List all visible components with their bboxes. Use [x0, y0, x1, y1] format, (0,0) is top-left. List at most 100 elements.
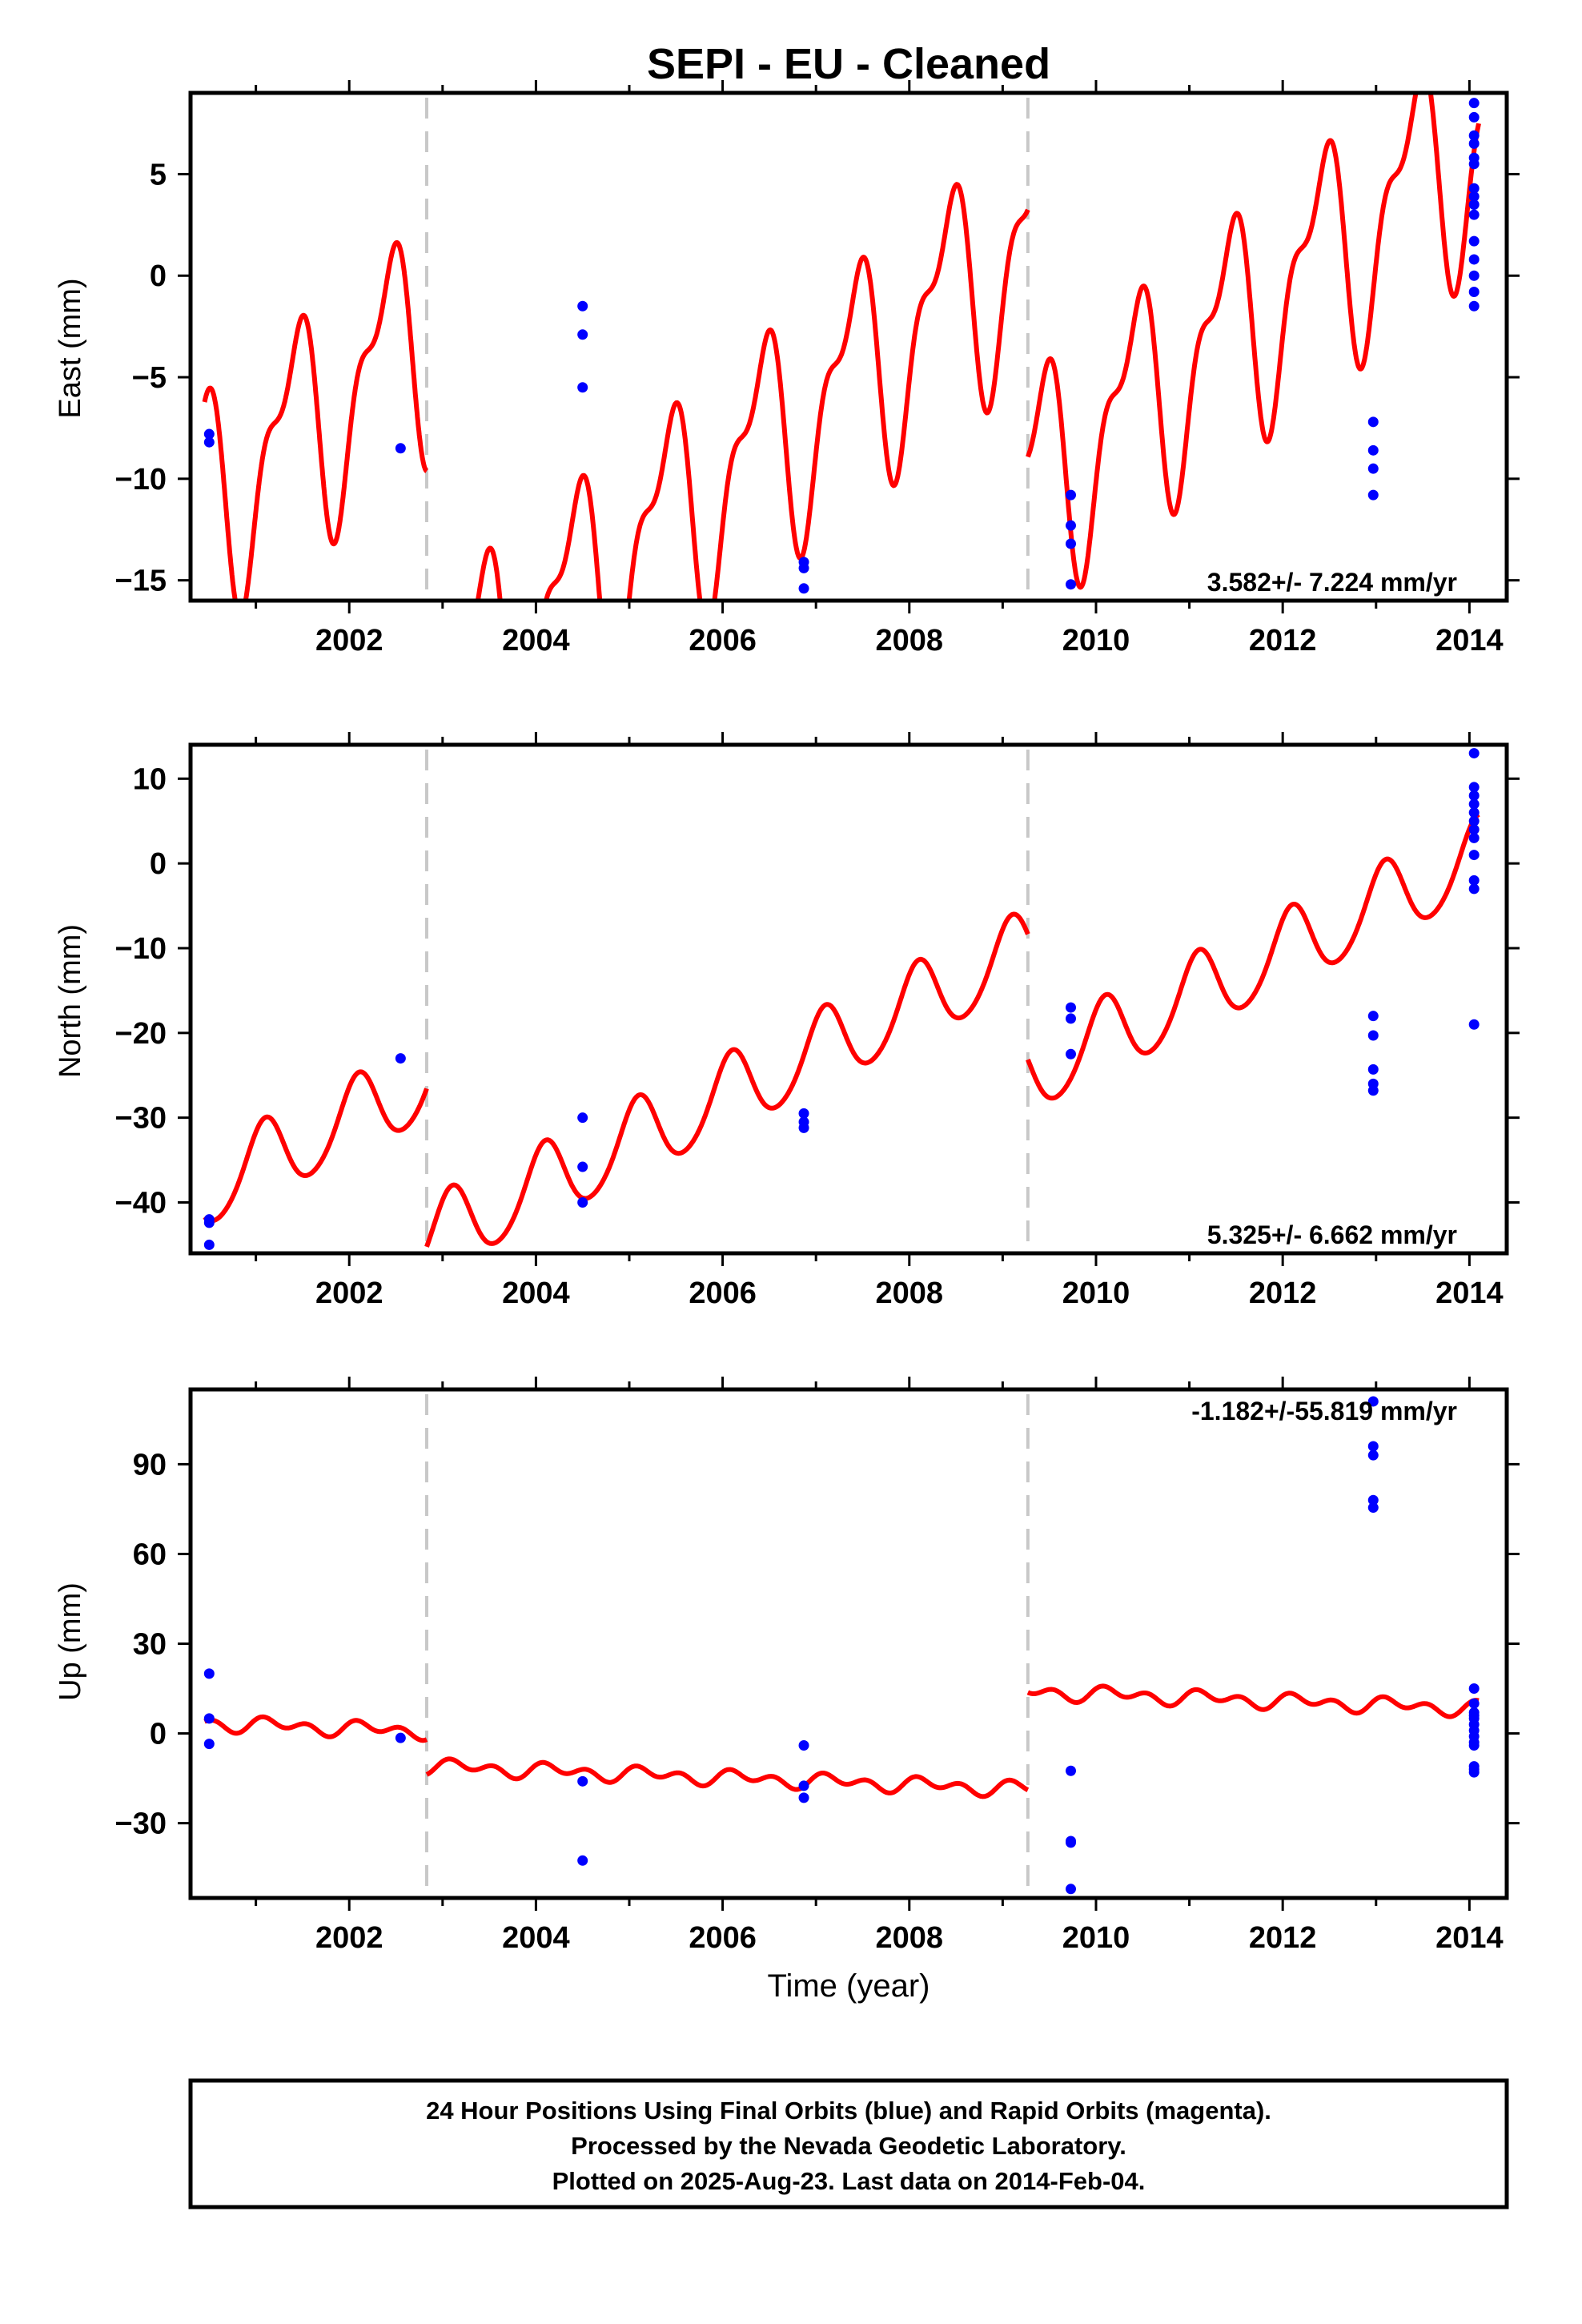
up-data-point [798, 1740, 809, 1751]
east-data-point [1468, 235, 1480, 247]
up-panel: Up (mm) 2002 2004 2006 2008 2010 2012 2014 90 60… [54, 1377, 1520, 1955]
north-y-tick-label: −30 [115, 1102, 167, 1136]
north-data-point [203, 1217, 215, 1228]
east-data-point [1367, 463, 1379, 474]
east-data-point [798, 583, 809, 594]
up-y-tick-label: 30 [133, 1628, 167, 1662]
north-rate-label: 5.325+/- 6.662 mm/yr [1207, 1220, 1457, 1249]
up-data-point [1367, 1441, 1379, 1452]
north-data-point [1468, 1019, 1480, 1030]
north-data-point [1367, 1030, 1379, 1041]
up-data-point [577, 1855, 588, 1866]
east-data-point [577, 300, 588, 312]
east-data-point [577, 329, 588, 340]
north-data-point [1468, 850, 1480, 861]
north-panel: North (mm) 2002 2004 2006 2008 2010 2012 2014 1… [54, 732, 1520, 1310]
north-data-point [1468, 748, 1480, 759]
up-data-point [203, 1739, 215, 1750]
north-x-tick-label: 2012 [1249, 1277, 1317, 1310]
north-data-point [1468, 832, 1480, 843]
east-data-point [1468, 98, 1480, 109]
east-data-point [1468, 130, 1480, 141]
up-y-tick-label: 0 [150, 1718, 167, 1751]
up-data-point [1065, 1765, 1076, 1776]
up-x-tick-label: 2012 [1249, 1921, 1317, 1955]
north-data-point [1468, 824, 1480, 835]
east-x-tick-label: 2004 [502, 624, 570, 657]
east-data-point [1367, 444, 1379, 456]
east-data-point [1367, 489, 1379, 501]
north-data-point [1367, 1085, 1379, 1096]
east-data-point [1065, 538, 1076, 549]
east-data-point [1468, 287, 1480, 298]
up-data-point [1468, 1698, 1480, 1709]
north-data-point [203, 1239, 215, 1250]
north-y-tick-label: −20 [115, 1017, 167, 1051]
east-plot-frame [188, 90, 1509, 603]
up-data-point [1367, 1494, 1379, 1506]
east-data-point [1065, 579, 1076, 590]
up-data-point [203, 1713, 215, 1724]
up-x-tick-label: 2010 [1062, 1921, 1130, 1955]
east-data-point [1367, 416, 1379, 428]
north-y-axis-label: North (mm) [54, 924, 87, 1078]
north-plot-frame [188, 742, 1509, 1256]
north-data-point [395, 1053, 406, 1064]
east-x-tick-label: 2006 [689, 624, 757, 657]
up-x-tick-label: 2008 [876, 1921, 944, 1955]
east-x-tick-label: 2010 [1062, 624, 1130, 657]
north-x-tick-label: 2004 [502, 1277, 570, 1310]
up-data-point [395, 1732, 406, 1743]
east-data-point [1065, 489, 1076, 501]
north-y-tick-label: 0 [150, 847, 167, 881]
up-data-point [798, 1792, 809, 1803]
east-y-tick-label: −15 [115, 565, 167, 598]
up-y-tick-label: −30 [115, 1807, 167, 1841]
east-model-curve [202, 93, 1481, 601]
east-y-tick-label: 0 [150, 259, 167, 293]
up-y-tick-label: 60 [133, 1538, 167, 1571]
east-data-point [1468, 138, 1480, 149]
east-rate-label: 3.582+/- 7.224 mm/yr [1207, 568, 1457, 597]
up-plot-frame [188, 1387, 1509, 1900]
footer-line-3: Plotted on 2025-Aug-23. Last data on 201… [552, 2167, 1146, 2195]
east-data-point [1065, 520, 1076, 531]
footer-line-2: Processed by the Nevada Geodetic Laborat… [571, 2132, 1126, 2160]
up-x-tick-label: 2006 [689, 1921, 757, 1955]
north-x-tick-label: 2008 [876, 1277, 944, 1310]
east-data-point [1468, 191, 1480, 202]
footer-line-1: 24 Hour Positions Using Final Orbits (bl… [426, 2097, 1271, 2125]
north-x-tick-label: 2010 [1062, 1277, 1130, 1310]
north-data-point [1065, 1048, 1076, 1059]
east-data-point [1468, 209, 1480, 220]
east-y-tick-label: −10 [115, 463, 167, 497]
up-x-tick-label: 2004 [502, 1921, 570, 1955]
east-data-point [1468, 270, 1480, 281]
north-data-point [577, 1112, 588, 1124]
footer-box: 24 Hour Positions Using Final Orbits (bl… [188, 2078, 1509, 2209]
north-data-point [1065, 1013, 1076, 1024]
east-y-tick-label: 5 [150, 158, 167, 191]
up-data-point [1065, 1884, 1076, 1895]
east-data-point [395, 443, 406, 454]
north-data-point [1367, 1011, 1379, 1022]
north-y-tick-label: 10 [133, 762, 167, 796]
up-model-curve [203, 1683, 1481, 1799]
up-data-point [1468, 1767, 1480, 1778]
east-data-point [1468, 183, 1480, 194]
up-x-tick-label: 2002 [315, 1921, 383, 1955]
north-data-point [1468, 798, 1480, 810]
up-data-point [1367, 1502, 1379, 1514]
north-x-tick-label: 2014 [1435, 1277, 1504, 1310]
north-data-point [1065, 1002, 1076, 1013]
east-y-tick-label: −5 [132, 361, 167, 395]
north-data-point [1468, 807, 1480, 818]
north-x-tick-label: 2006 [689, 1277, 757, 1310]
east-x-tick-label: 2008 [876, 624, 944, 657]
up-ticks [178, 1377, 1520, 1911]
east-ticks [178, 80, 1520, 613]
up-y-axis-label: Up (mm) [54, 1582, 87, 1701]
up-data-point [1367, 1449, 1379, 1461]
north-data-point [1468, 815, 1480, 826]
